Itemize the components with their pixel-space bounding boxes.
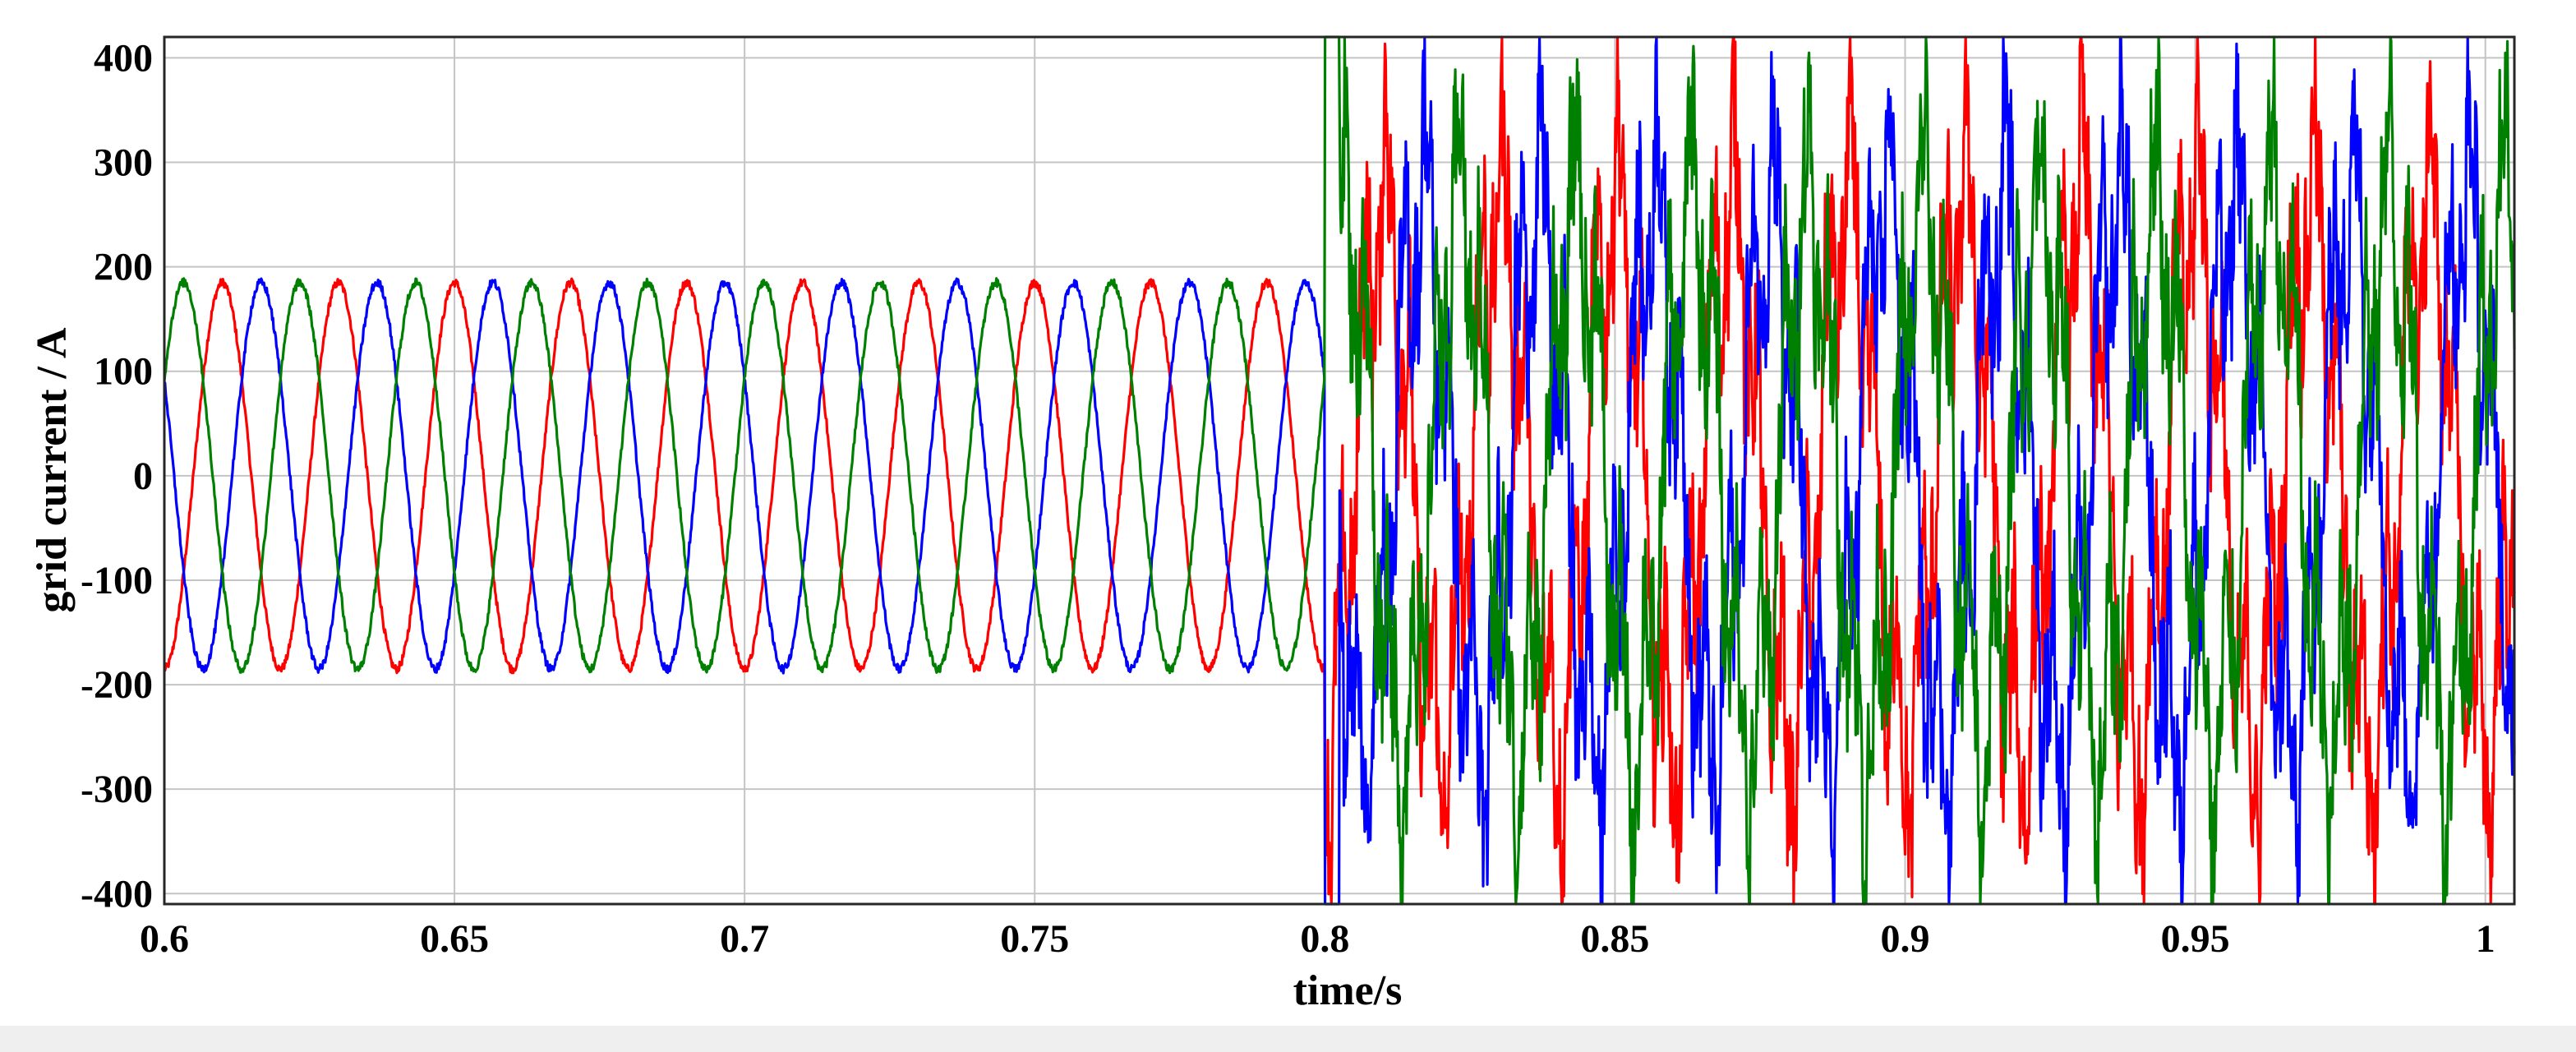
y-tick-label: -200 xyxy=(81,663,153,707)
series-line-3 xyxy=(163,35,2516,906)
x-tick-labels: 0.6 0.65 0.7 0.75 0.8 0.85 0.9 0.95 1 xyxy=(140,917,2495,961)
y-tick-label: -400 xyxy=(81,872,153,916)
y-tick-label: -300 xyxy=(81,768,153,811)
x-tick-label: 0.9 xyxy=(1881,917,1930,961)
series-lines xyxy=(163,35,2516,906)
x-tick-label: 0.65 xyxy=(420,917,489,961)
y-tick-label: 200 xyxy=(94,246,153,289)
y-tick-labels: 400 300 200 100 0 -100 -200 -300 -400 xyxy=(81,36,153,916)
y-tick-label: 300 xyxy=(94,141,153,185)
x-tick-label: 1 xyxy=(2476,917,2495,961)
x-axis-title: time/s xyxy=(1293,967,1403,1014)
y-tick-label: -100 xyxy=(81,559,153,602)
y-axis-title: grid current / A xyxy=(29,327,76,613)
plot-frame xyxy=(163,35,2516,906)
y-tick-label: 0 xyxy=(133,454,153,498)
x-tick-label: 0.95 xyxy=(2161,917,2230,961)
x-tick-label: 0.8 xyxy=(1300,917,1349,961)
y-tick-label: 100 xyxy=(94,350,153,394)
y-tick-label: 400 xyxy=(94,36,153,80)
x-tick-label: 0.85 xyxy=(1580,917,1649,961)
bottom-strip xyxy=(0,1026,2576,1052)
x-tick-label: 0.7 xyxy=(720,917,769,961)
x-tick-label: 0.6 xyxy=(140,917,189,961)
series-line-2 xyxy=(163,35,2516,906)
x-tick-label: 0.75 xyxy=(1000,917,1069,961)
